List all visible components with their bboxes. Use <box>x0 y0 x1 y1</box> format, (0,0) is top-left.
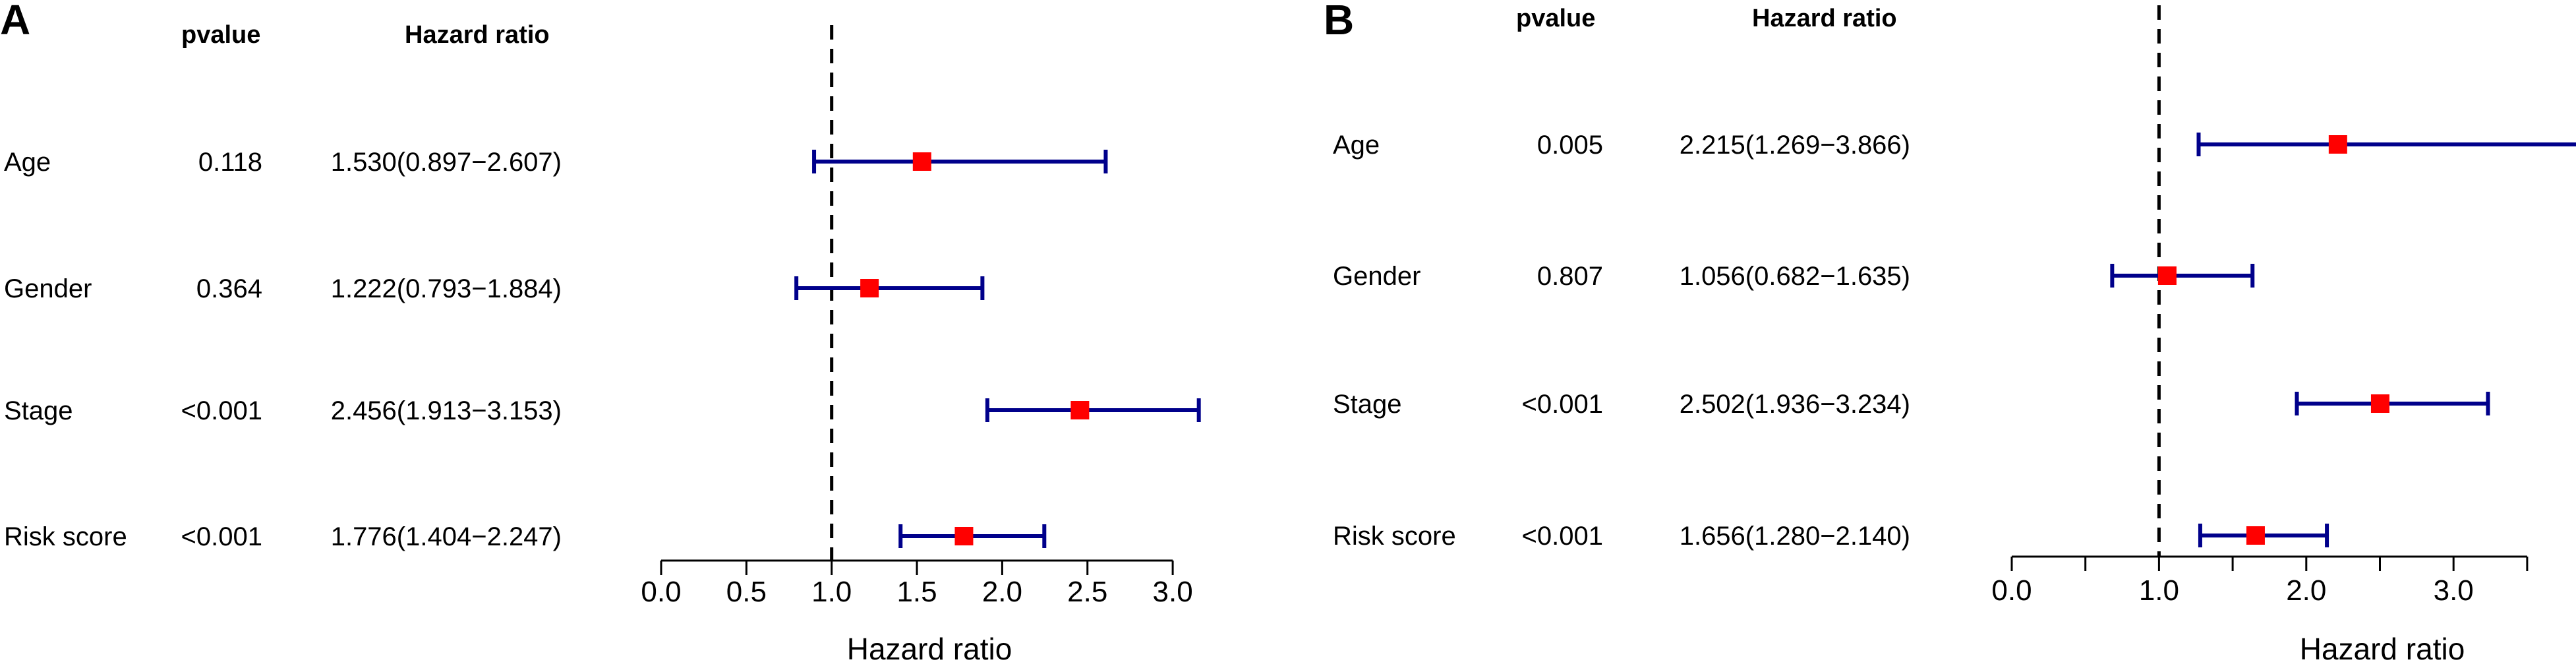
panel-b-row-pvalue: 0.807 <box>1537 262 1603 291</box>
panel-a-row-hr-text: 1.776(1.404−2.247) <box>331 522 562 551</box>
panel-b-pvalue-header: pvalue <box>1516 5 1595 32</box>
panel-a-row-pvalue: 0.364 <box>196 274 262 303</box>
panel-a-x-tick-label: 0.0 <box>641 576 681 608</box>
panel-b-hr-point <box>2370 394 2389 413</box>
panel-a-row-hr-text: 1.530(0.897−2.607) <box>331 148 562 177</box>
panel-a: A pvalue Hazard ratio Age 0.118 1.530(0.89… <box>0 0 1201 666</box>
panel-a-row-hr-text: 2.456(1.913−3.153) <box>331 396 562 425</box>
panel-b-hr-header: Hazard ratio <box>1752 5 1897 32</box>
panel-a-x-axis-title: Hazard ratio <box>847 632 1012 666</box>
panel-b-hr-point <box>2246 526 2265 545</box>
panel-a-hr-point <box>1070 401 1090 419</box>
panel-a-x-tick-label: 2.0 <box>982 576 1022 608</box>
panel-a-row-label: Stage <box>4 396 73 425</box>
panel-b-row-label: Gender <box>1333 262 1420 291</box>
panel-a-x-tick-label: 0.5 <box>726 576 767 608</box>
panel-a-hr-header: Hazard ratio <box>405 21 550 49</box>
panel-b-row-label: Age <box>1333 131 1380 160</box>
panel-b-x-axis-title: Hazard ratio <box>2300 632 2465 666</box>
panel-b-x-tick-label: 1.0 <box>2139 574 2179 607</box>
panel-a-letter: A <box>0 0 30 44</box>
panel-a-row-hr-text: 1.222(0.793−1.884) <box>331 274 562 303</box>
panel-a-hr-point <box>860 279 879 297</box>
panel-a-x-tick-label: 2.5 <box>1067 576 1107 608</box>
panel-a-row-pvalue: <0.001 <box>181 522 262 551</box>
panel-a-row-pvalue: 0.118 <box>198 148 262 177</box>
panel-b-x-tick-label: 2.0 <box>2286 574 2326 607</box>
panel-b-row-hr-text: 1.656(1.280−2.140) <box>1680 522 1910 551</box>
panel-b-row-hr-text: 1.056(0.682−1.635) <box>1680 262 1910 291</box>
panel-a-x-tick-label: 1.5 <box>896 576 937 608</box>
panel-b-hr-point <box>2328 135 2347 154</box>
panel-b-letter: B <box>1324 0 1354 44</box>
panel-b-row-hr-text: 2.502(1.936−3.234) <box>1680 390 1910 419</box>
panel-a-row-label: Gender <box>4 274 92 303</box>
panel-a-x-tick-label: 1.0 <box>811 576 852 608</box>
panel-b-hr-point <box>2157 266 2177 285</box>
panel-b-row-pvalue: <0.001 <box>1522 522 1603 551</box>
panel-a-row-label: Age <box>4 148 51 177</box>
panel-b-row-pvalue: 0.005 <box>1537 131 1603 160</box>
panel-a-row-label: Risk score <box>4 522 127 551</box>
panel-a-hr-point <box>954 527 974 545</box>
panel-a-hr-point <box>912 152 931 171</box>
panel-b-row-label: Stage <box>1333 390 1402 419</box>
panel-b-x-tick-label: 3.0 <box>2434 574 2474 607</box>
panel-a-x-tick-label: 3.0 <box>1153 576 1193 608</box>
panel-b: B pvalue Hazard ratio Age 0.005 2.215(1.26… <box>1324 0 2576 666</box>
panel-a-row-pvalue: <0.001 <box>181 396 262 425</box>
panel-b-row-label: Risk score <box>1333 522 1456 551</box>
panel-b-row-hr-text: 2.215(1.269−3.866) <box>1680 131 1910 160</box>
panel-b-x-tick-label: 0.0 <box>1991 574 2032 607</box>
panel-b-row-pvalue: <0.001 <box>1522 390 1603 419</box>
panel-a-pvalue-header: pvalue <box>181 21 260 49</box>
